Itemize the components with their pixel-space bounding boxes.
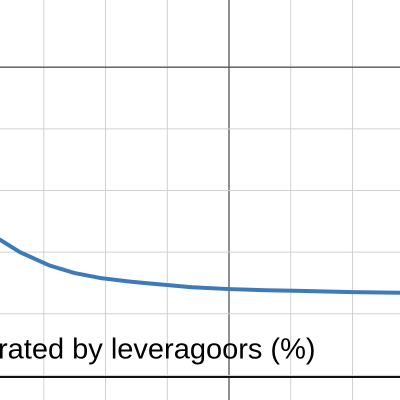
annotation: rated by leveragoors (%) — [0, 334, 316, 366]
plot — [0, 237, 400, 295]
curve — [0, 237, 400, 295]
